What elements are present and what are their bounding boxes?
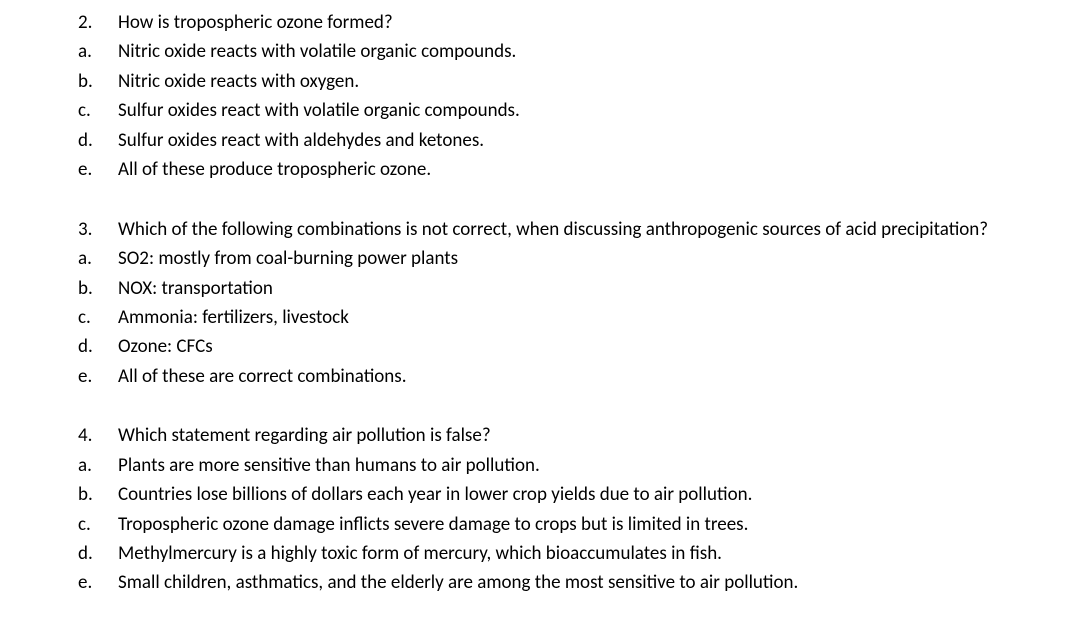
question-row: 3. Which of the following combinations i… bbox=[0, 215, 1082, 244]
option-row: b. Countries lose billions of dollars ea… bbox=[0, 480, 1082, 509]
option-row: a. Nitric oxide reacts with volatile org… bbox=[0, 37, 1082, 66]
option-marker: d. bbox=[78, 126, 118, 155]
question-number: 3. bbox=[78, 215, 118, 244]
option-marker: a. bbox=[78, 451, 118, 480]
option-row: c. Ammonia: fertilizers, livestock bbox=[0, 303, 1082, 332]
option-marker: e. bbox=[78, 362, 118, 391]
option-marker: d. bbox=[78, 539, 118, 568]
option-marker: e. bbox=[78, 568, 118, 597]
option-marker: e. bbox=[78, 155, 118, 184]
option-row: c. Tropospheric ozone damage inflicts se… bbox=[0, 510, 1082, 539]
option-marker: d. bbox=[78, 332, 118, 361]
option-text: SO2: mostly from coal-burning power plan… bbox=[118, 244, 1042, 273]
option-row: a. Plants are more sensitive than humans… bbox=[0, 451, 1082, 480]
option-marker: b. bbox=[78, 480, 118, 509]
option-marker: c. bbox=[78, 510, 118, 539]
option-row: e. Small children, asthmatics, and the e… bbox=[0, 568, 1082, 597]
option-text: Small children, asthmatics, and the elde… bbox=[118, 568, 1042, 597]
option-text: Plants are more sensitive than humans to… bbox=[118, 451, 1042, 480]
option-marker: b. bbox=[78, 274, 118, 303]
option-text: All of these produce tropospheric ozone. bbox=[118, 155, 1042, 184]
option-marker: b. bbox=[78, 67, 118, 96]
question-number: 4. bbox=[78, 421, 118, 450]
option-text: Ozone: CFCs bbox=[118, 332, 1042, 361]
option-marker: a. bbox=[78, 37, 118, 66]
option-marker: c. bbox=[78, 303, 118, 332]
option-row: d. Ozone: CFCs bbox=[0, 332, 1082, 361]
option-row: a. SO2: mostly from coal-burning power p… bbox=[0, 244, 1082, 273]
option-text: Nitric oxide reacts with volatile organi… bbox=[118, 37, 1042, 66]
option-row: d. Sulfur oxides react with aldehydes an… bbox=[0, 126, 1082, 155]
option-text: Sulfur oxides react with volatile organi… bbox=[118, 96, 1042, 125]
question-row: 2. How is tropospheric ozone formed? bbox=[0, 8, 1082, 37]
option-text: All of these are correct combinations. bbox=[118, 362, 1042, 391]
option-text: Ammonia: fertilizers, livestock bbox=[118, 303, 1042, 332]
option-row: e. All of these are correct combinations… bbox=[0, 362, 1082, 391]
option-text: Countries lose billions of dollars each … bbox=[118, 480, 1042, 509]
option-row: d. Methylmercury is a highly toxic form … bbox=[0, 539, 1082, 568]
option-text: Tropospheric ozone damage inflicts sever… bbox=[118, 510, 1042, 539]
option-row: c. Sulfur oxides react with volatile org… bbox=[0, 96, 1082, 125]
question-list: 2. How is tropospheric ozone formed? a. … bbox=[0, 8, 1082, 598]
option-row: b. NOX: transportation bbox=[0, 274, 1082, 303]
option-row: b. Nitric oxide reacts with oxygen. bbox=[0, 67, 1082, 96]
question-prompt: Which of the following combinations is n… bbox=[118, 215, 1042, 244]
question-prompt: How is tropospheric ozone formed? bbox=[118, 8, 1042, 37]
spacer bbox=[0, 185, 1082, 215]
option-marker: a. bbox=[78, 244, 118, 273]
option-text: NOX: transportation bbox=[118, 274, 1042, 303]
option-marker: c. bbox=[78, 96, 118, 125]
spacer bbox=[0, 391, 1082, 421]
question-number: 2. bbox=[78, 8, 118, 37]
question-row: 4. Which statement regarding air polluti… bbox=[0, 421, 1082, 450]
option-text: Sulfur oxides react with aldehydes and k… bbox=[118, 126, 1042, 155]
option-text: Nitric oxide reacts with oxygen. bbox=[118, 67, 1042, 96]
option-row: e. All of these produce tropospheric ozo… bbox=[0, 155, 1082, 184]
question-prompt: Which statement regarding air pollution … bbox=[118, 421, 1042, 450]
option-text: Methylmercury is a highly toxic form of … bbox=[118, 539, 1042, 568]
